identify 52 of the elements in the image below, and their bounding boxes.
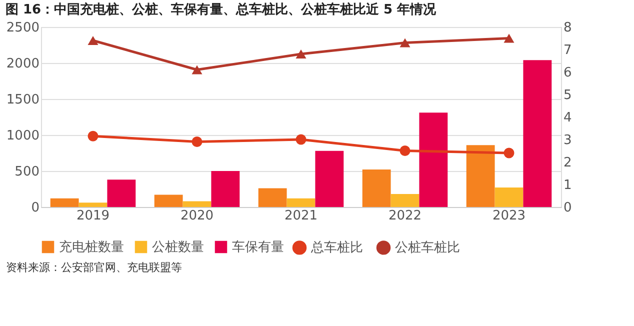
point (192, 65, 202, 74)
y2-tick-label: 4 (564, 110, 572, 126)
bar (258, 188, 287, 207)
legend-label: 车保有量 (232, 240, 284, 255)
point (296, 134, 306, 145)
bar (523, 60, 552, 207)
bar (154, 194, 183, 207)
y-tick-label: 1000 (6, 128, 40, 144)
bar (286, 198, 316, 207)
point (400, 146, 410, 156)
point (504, 34, 514, 43)
y2-tick-label: 7 (564, 43, 572, 58)
point (88, 36, 98, 46)
point (296, 49, 306, 59)
text: 资料来源：公安部官网、充电联盟等 (6, 261, 182, 274)
legend-label: 公桩车桩比 (395, 240, 460, 256)
y2-tick-label: 0 (564, 200, 572, 216)
point (88, 130, 98, 142)
bar (50, 198, 79, 207)
y-tick-label: 2000 (6, 56, 40, 72)
legend-label: 充电桩数量 (59, 240, 124, 255)
chart-title: 图 16：中国充电桩、公桩、车保有量、总车桩比、公桩车桩比近 5 年情况 (5, 2, 438, 18)
y2-tick-label: 2 (564, 156, 572, 170)
y2-tick-label: 3 (564, 133, 572, 148)
bar (182, 201, 212, 207)
y2-tick-label: 1 (564, 178, 572, 193)
x-tick-label: 2023 (492, 208, 526, 224)
legend-label: 总车桩比 (310, 240, 363, 256)
y-tick-label: 500 (14, 164, 40, 180)
point (504, 148, 514, 158)
x-tick-label: 2021 (284, 208, 318, 224)
bar (419, 112, 448, 207)
legend-label: 公桩数量 (152, 240, 204, 255)
bar (78, 202, 108, 207)
bar (315, 150, 344, 207)
y2-tick-label: 6 (564, 66, 572, 80)
y2-tick-label: 5 (564, 88, 572, 103)
y2-tick-label: 8 (564, 20, 572, 36)
y-tick-label: 2500 (6, 20, 40, 36)
bar (390, 194, 420, 207)
bar (362, 170, 391, 207)
bar (211, 171, 240, 207)
bar (466, 145, 495, 207)
y-tick-label: 1500 (6, 92, 40, 108)
bar (107, 180, 136, 207)
x-tick-label: 2020 (180, 208, 214, 224)
y-tick-label: 0 (31, 200, 40, 216)
x-tick-label: 2019 (76, 208, 110, 224)
point (192, 136, 202, 147)
bar (494, 188, 524, 207)
point (400, 38, 410, 48)
x-tick-label: 2022 (388, 208, 422, 224)
